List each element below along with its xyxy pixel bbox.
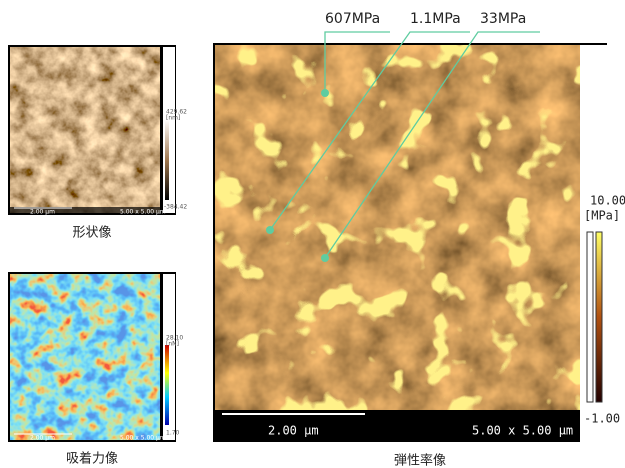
figure: 429.62 [nm] -384.42 2.00 µm 5.00 x 5.00 … <box>0 0 625 468</box>
callout-point <box>266 226 274 234</box>
caption: 形状像 <box>72 226 111 241</box>
colorbar <box>596 232 602 402</box>
max-label: 10.00 <box>590 194 625 208</box>
caption: 吸着力像 <box>66 451 118 467</box>
unit-label: [nm] <box>166 115 180 122</box>
min-label: 1.70 <box>166 430 180 437</box>
size-label: 5.00 x 5.00 µm <box>120 435 166 442</box>
callout-label: 607MPa <box>325 11 380 27</box>
size-label: 5.00 x 5.00 µm <box>120 209 166 216</box>
size-label: 5.00 x 5.00 µm <box>472 424 573 438</box>
topography-image <box>10 47 160 213</box>
callout-label: 33MPa <box>480 11 526 27</box>
callout-label: 1.1MPa <box>410 11 461 27</box>
caption: 弾性率像 <box>394 453 446 468</box>
min-label: -384.42 <box>164 204 187 211</box>
scale-label: 2.00 µm <box>30 435 55 442</box>
colorbar <box>165 120 169 200</box>
min-label: -1.00 <box>584 412 620 426</box>
colorbar <box>165 345 169 425</box>
adhesion-image <box>10 274 160 440</box>
callout-point <box>321 89 329 97</box>
unit-label: [MPa] <box>584 209 620 223</box>
scale-label: 2.00 µm <box>30 209 55 216</box>
callout-point <box>321 254 329 262</box>
scale-label: 2.00 µm <box>268 424 319 438</box>
unit-label: [nN] <box>166 341 179 348</box>
